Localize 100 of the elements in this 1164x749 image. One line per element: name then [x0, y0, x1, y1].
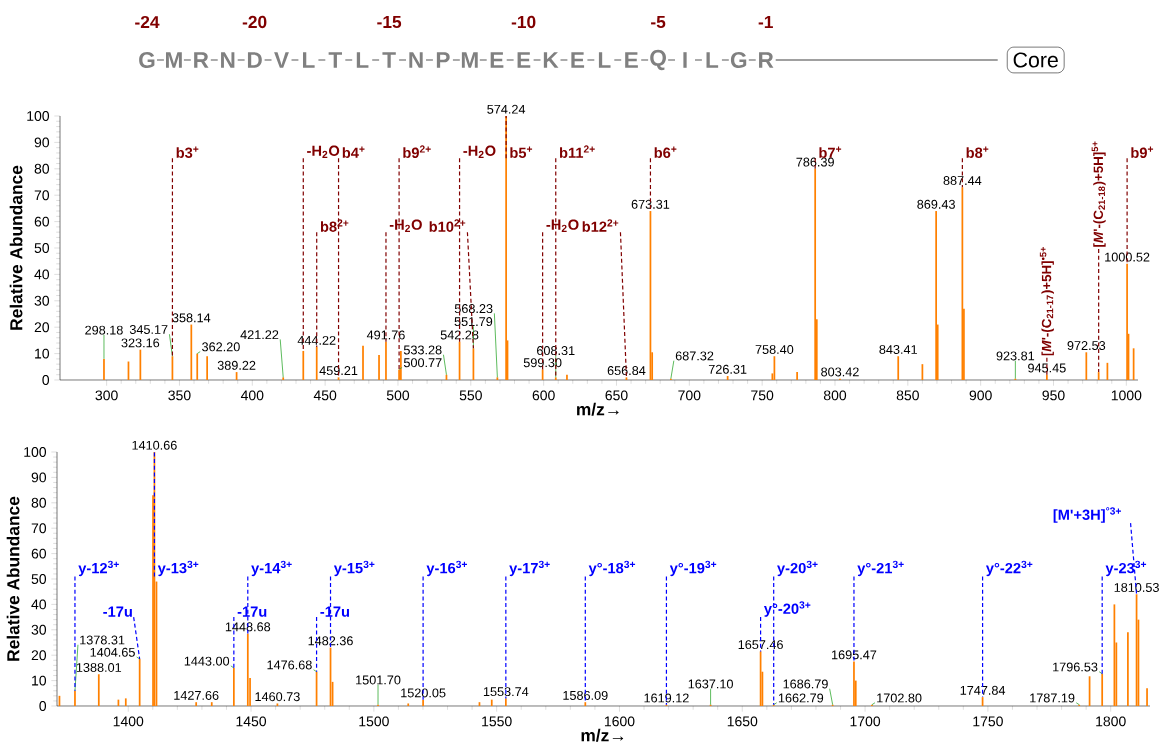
text: -24 — [135, 15, 160, 29]
annotation: y°-22$^{3+}$ — [985, 560, 1033, 577]
text: -20 — [242, 15, 267, 29]
annotation: 1482.36 — [308, 636, 353, 646]
x-tick-label: 1750 — [973, 716, 1003, 727]
annotation: -H$_{2}$O — [463, 145, 496, 158]
annotation: 345.17 — [129, 325, 168, 334]
x-tick-label: 300 — [95, 390, 118, 401]
y-tick-label: 90 — [31, 472, 47, 483]
annotation: y°-21$^{3+}$ — [857, 560, 904, 577]
annotation: 1657.46 — [738, 640, 783, 650]
annotation: -17u — [237, 606, 267, 617]
annotation: 1747.84 — [960, 685, 1006, 695]
annotation: 1619.12 — [644, 693, 689, 703]
category-label: P — [436, 52, 450, 68]
category-label: T — [382, 52, 396, 68]
annotation: y-12$^{3+}$ — [78, 560, 119, 577]
category-label: N — [409, 52, 423, 68]
category-label: V — [274, 52, 289, 68]
x-tick-label: 750 — [751, 390, 774, 401]
annotation: 551.79 — [454, 317, 493, 327]
y-tick-label: 20 — [31, 650, 47, 661]
annotation: 803.42 — [821, 367, 859, 377]
category-label: R — [194, 52, 209, 68]
annotation: -H$_{2}$O — [546, 219, 579, 232]
annotation: -H$_{2}$O — [389, 219, 422, 232]
text: -1 — [758, 16, 773, 28]
text: -15 — [377, 15, 402, 29]
annotation: 608.31 — [537, 346, 575, 356]
category-label: R — [759, 52, 774, 68]
y-tick-label: 0 — [42, 375, 50, 385]
annotation: b11$^{2+}$ — [559, 145, 595, 158]
x-tick-label: 1650 — [727, 716, 758, 727]
y-tick-label: 20 — [34, 322, 50, 333]
annotation: 323.16 — [121, 338, 160, 348]
annotation: y°-20$^{3+}$ — [763, 601, 811, 617]
annotation: y-13$^{3+}$ — [157, 560, 199, 577]
annotation: 656.84 — [607, 366, 646, 376]
annotation: -17u — [103, 606, 132, 617]
x-axis-title: m/z→ — [577, 402, 619, 416]
y-tick-label: 10 — [32, 675, 47, 686]
y-tick-label: 0 — [39, 701, 47, 711]
category-label: E — [625, 52, 638, 68]
annotation: 887.44 — [943, 176, 982, 186]
y-tick-label: 80 — [31, 497, 47, 508]
category-label: Core — [1013, 52, 1058, 68]
annotation: 1000.52 — [1105, 252, 1150, 262]
category-label: K — [543, 52, 559, 68]
annotation: 1448.68 — [225, 622, 271, 632]
annotation: b10$^{2+}$ — [429, 219, 466, 232]
category-label: N — [221, 52, 235, 68]
y-tick-label: 30 — [34, 295, 50, 306]
x-tick-label: 1450 — [236, 716, 267, 727]
annotation: b3$^{+}$ — [176, 146, 199, 158]
x-tick-label: 650 — [605, 390, 628, 401]
annotation: 358.14 — [172, 313, 211, 323]
y-tick-label: 40 — [34, 269, 50, 280]
annotation: 786.39 — [796, 157, 834, 167]
y-tick-label: 50 — [31, 574, 47, 584]
y-axis-title: Relative Abundance — [9, 165, 23, 330]
annotation: 362.20 — [202, 342, 240, 352]
category-label: M — [461, 52, 478, 68]
annotation: 1460.73 — [255, 692, 300, 702]
category-label: I — [683, 52, 687, 68]
annotation: 1662.79 — [778, 693, 824, 703]
annotation: 389.22 — [217, 360, 256, 370]
annotation: 1427.66 — [174, 690, 219, 700]
annotation: 1787.19 — [1030, 693, 1075, 703]
annotation: 298.18 — [85, 325, 123, 335]
x-tick-label: 1550 — [482, 716, 512, 727]
annotation: 574.24 — [487, 104, 526, 114]
annotation: 1520.05 — [401, 688, 446, 698]
annotation: b7$^{+}$ — [819, 146, 842, 158]
annotation: 972.53 — [1067, 341, 1106, 351]
annotation: 533.28 — [403, 345, 442, 355]
annotation: 1586.09 — [563, 690, 608, 700]
y-tick-label: 100 — [24, 447, 47, 457]
category-label: M — [165, 52, 182, 68]
annotation: y°-18$^{3+}$ — [588, 560, 636, 577]
y-tick-label: 100 — [27, 111, 50, 121]
category-label: L — [356, 52, 369, 68]
y-tick-label: 70 — [31, 523, 47, 534]
annotation: 1686.79 — [783, 679, 828, 689]
x-tick-label: 1800 — [1096, 716, 1126, 727]
annotation: 491.76 — [366, 330, 405, 340]
x-tick-label: 1600 — [604, 716, 635, 727]
category-label: G — [730, 51, 747, 69]
annotation: y-15$^{3+}$ — [333, 560, 375, 577]
annotation: 1443.00 — [184, 656, 230, 666]
annotation: [M'-(C$_{21-17}$)+5H]$^{•5+}$ — [1039, 246, 1054, 356]
annotation: 1702.80 — [877, 693, 922, 703]
annotation: y-16$^{3+}$ — [426, 560, 468, 577]
category-label: T — [328, 52, 342, 68]
x-axis-title: m/z→ — [581, 728, 624, 742]
category-label: L — [706, 52, 719, 68]
annotation: 1410.66 — [132, 440, 177, 450]
annotation: 421.22 — [240, 330, 279, 340]
text: -5 — [651, 15, 666, 29]
annotation: b9$^{+}$ — [1131, 146, 1154, 158]
category-label: D — [247, 52, 262, 68]
